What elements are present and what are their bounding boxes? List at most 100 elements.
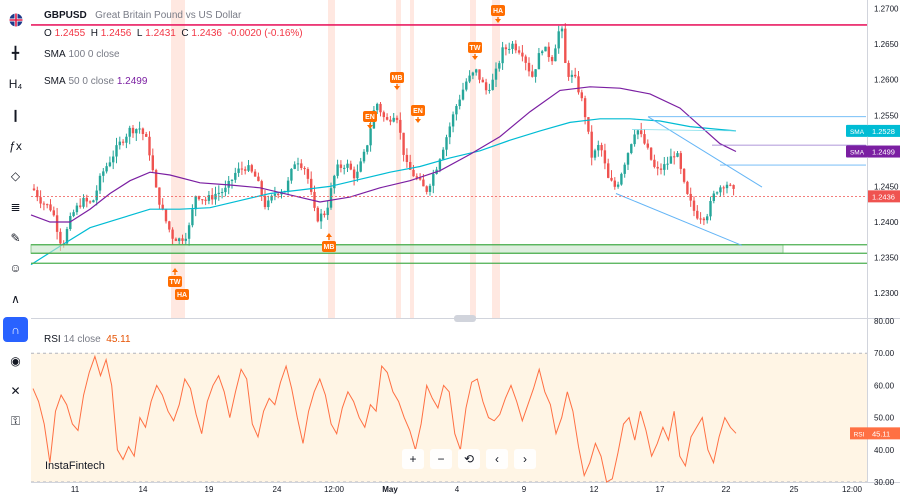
- magnet-icon[interactable]: ∩: [3, 317, 28, 342]
- candle-body-121: [432, 173, 435, 186]
- candle-body-32: [138, 128, 141, 130]
- ticker-label[interactable]: GBPUSD: [44, 10, 87, 21]
- candle-body-81: [300, 163, 303, 168]
- candle-body-186: [646, 143, 649, 148]
- candle-body-40: [164, 209, 168, 222]
- candle-body-168: [587, 117, 590, 132]
- candle-body-28: [125, 136, 128, 143]
- fx-icon[interactable]: ƒx: [9, 138, 22, 153]
- svg-text:45.11: 45.11: [872, 429, 890, 438]
- pane-resize-handle: [454, 315, 476, 322]
- candle-body-42: [171, 229, 174, 239]
- zoom-out-button[interactable]: −: [430, 449, 452, 469]
- time-tick-7: 4: [455, 485, 460, 494]
- sma50-period: 50: [68, 76, 80, 87]
- time-tick-4: 24: [273, 485, 282, 494]
- candle-body-183: [636, 130, 640, 135]
- svg-text:HA: HA: [493, 8, 503, 15]
- candles-group: [32, 23, 735, 251]
- candle-body-8: [59, 231, 62, 244]
- candle-body-29: [128, 127, 131, 137]
- candle-body-128: [455, 106, 458, 115]
- candle-body-180: [626, 153, 630, 165]
- candle-body-89: [326, 207, 329, 216]
- candle-body-115: [412, 169, 415, 177]
- svg-text:1.2436: 1.2436: [872, 192, 895, 201]
- flag-icon[interactable]: [3, 7, 28, 32]
- candle-body-161: [564, 28, 567, 63]
- candle-body-2: [39, 197, 42, 204]
- brand-label: InstaFintech: [45, 460, 105, 472]
- price-tick-6: 1.2450: [874, 182, 899, 191]
- rsi-legend[interactable]: RSI 14 close 45.11: [44, 334, 131, 345]
- lock-icon[interactable]: ⚿: [10, 414, 21, 428]
- emoji-icon[interactable]: ☺: [9, 260, 22, 275]
- candle-body-114: [409, 161, 412, 170]
- candle-body-163: [570, 74, 574, 77]
- pattern-highlight-3: [396, 0, 401, 318]
- sma50-offset: 0: [82, 76, 88, 87]
- candle-body-210: [725, 184, 729, 189]
- candle-body-44: [178, 238, 181, 242]
- candle-body-126: [448, 126, 451, 138]
- candle-body-82: [303, 167, 306, 170]
- rsi-period: 14: [63, 334, 75, 345]
- crosshair-icon[interactable]: ╋: [11, 45, 20, 60]
- pattern-icon[interactable]: ∧: [11, 291, 20, 306]
- candle-body-149: [524, 56, 527, 63]
- scroll-right-button[interactable]: ›: [514, 449, 536, 469]
- zoom-in-button[interactable]: +: [402, 449, 424, 469]
- svg-text:SMA: SMA: [850, 150, 865, 157]
- candle-body-47: [187, 225, 191, 239]
- reset-button[interactable]: ⟲: [458, 449, 480, 469]
- candle-body-88: [323, 213, 326, 216]
- change-value: -0.0020 (-0.16%): [227, 28, 303, 39]
- eye-icon[interactable]: ◉: [10, 353, 21, 368]
- candle-body-41: [168, 221, 171, 230]
- candle-body-86: [316, 207, 319, 222]
- pattern-label-mb-6: MB: [322, 233, 336, 252]
- sma100-source: close: [96, 49, 120, 60]
- candle-body-54: [211, 195, 214, 200]
- ohlc-legend: O 1.2455 H 1.2456 L 1.2431 C 1.2436 -0.0…: [44, 28, 303, 39]
- candle-body-26: [118, 141, 121, 146]
- candle-icon[interactable]: ❙: [10, 107, 21, 122]
- candle-body-147: [517, 50, 521, 53]
- multi-line-icon[interactable]: ≣: [10, 199, 21, 214]
- candle-body-185: [643, 134, 646, 144]
- sma50-legend[interactable]: SMA 50 0 close 1.2499: [44, 76, 147, 87]
- candle-body-85: [313, 191, 316, 208]
- pattern-highlight-1: [171, 0, 185, 318]
- candle-body-124: [442, 149, 445, 160]
- candle-body-202: [699, 218, 702, 220]
- candle-body-91: [333, 175, 336, 189]
- candle-body-138: [488, 89, 491, 91]
- candle-body-52: [204, 199, 207, 201]
- candle-body-73: [273, 193, 277, 196]
- candle-body-61: [234, 172, 237, 180]
- symbol-legend: GBPUSD Great Britain Pound vs US Dollar: [44, 10, 241, 21]
- candle-body-142: [501, 47, 504, 64]
- brush-icon[interactable]: ✎: [10, 230, 21, 245]
- candle-body-141: [498, 63, 501, 69]
- scroll-left-button[interactable]: ‹: [486, 449, 508, 469]
- h4-indicator-icon[interactable]: H₄: [8, 76, 23, 91]
- rsi-value: 45.11: [106, 334, 131, 345]
- candle-body-169: [590, 131, 593, 158]
- candle-body-189: [656, 166, 659, 169]
- high-label: H: [90, 28, 98, 39]
- candle-body-177: [616, 184, 620, 187]
- candle-body-57: [220, 192, 224, 194]
- candle-body-66: [250, 165, 253, 172]
- time-tick-11: 22: [722, 485, 731, 494]
- sma100-legend[interactable]: SMA 100 0 close: [44, 49, 120, 60]
- candle-body-104: [376, 103, 379, 111]
- svg-text:TW: TW: [170, 279, 181, 286]
- candle-body-146: [514, 43, 517, 51]
- candle-body-119: [425, 186, 428, 192]
- candle-body-157: [550, 57, 554, 62]
- price-axis-badge-2: SMA 1.2499: [846, 145, 900, 158]
- delete-icon[interactable]: ✕: [10, 383, 21, 398]
- node-icon[interactable]: ◇: [10, 168, 21, 183]
